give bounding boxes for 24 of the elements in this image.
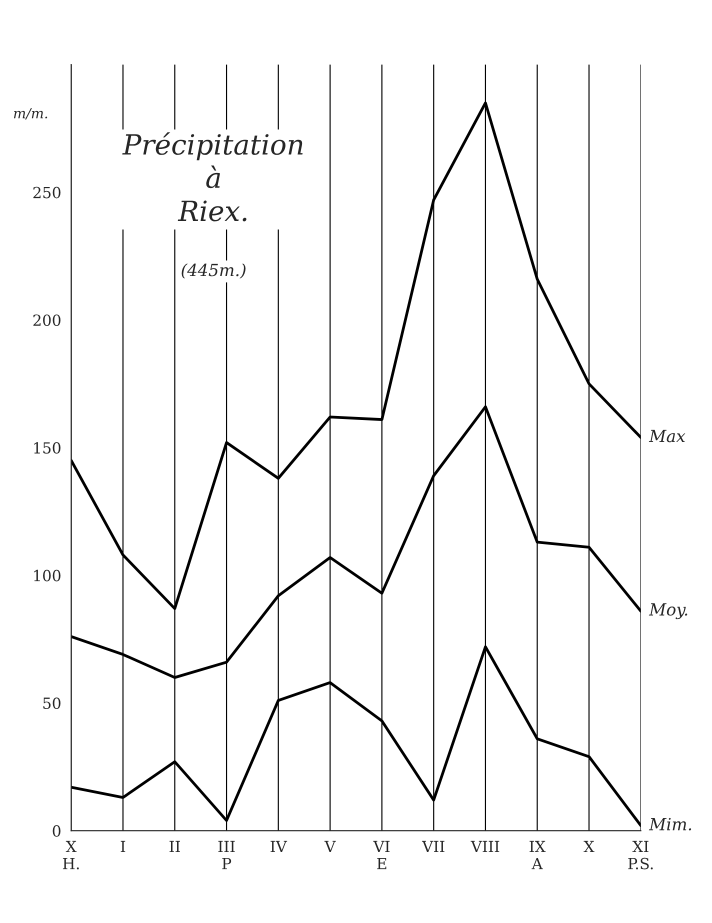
x-tick-label: X H.	[62, 840, 79, 870]
y-tick-label: 0	[52, 825, 60, 837]
text: (445m.)	[182, 263, 246, 279]
text: Précipitation à Riex.	[122, 132, 303, 222]
y-tick-label: 150	[34, 442, 60, 454]
x-tick-label: VI E	[373, 840, 390, 870]
x-tick-label: IX A	[530, 840, 546, 870]
series-label: Moy.	[648, 603, 688, 620]
x-tick-label: IV	[270, 840, 288, 852]
y-axis-title: m/m.	[14, 108, 48, 120]
y-tick-label: 250	[33, 186, 60, 198]
x-tick-label: VII	[422, 840, 444, 852]
x-tick-label: XI P.S.	[628, 840, 653, 870]
y-tick-label: 100	[34, 570, 60, 582]
x-tick-label: II	[170, 840, 180, 852]
x-tick-label: III P	[218, 840, 235, 870]
x-tick-label: I	[120, 840, 126, 852]
y-tick-label: 200	[33, 314, 60, 326]
x-tick-label: V	[324, 840, 336, 852]
x-tick-label: X	[584, 840, 594, 852]
series-label: Mim.	[648, 818, 692, 830]
y-tick-label: 50	[43, 697, 60, 710]
x-tick-label: VIII	[470, 840, 500, 852]
series-label: Max	[648, 430, 686, 442]
